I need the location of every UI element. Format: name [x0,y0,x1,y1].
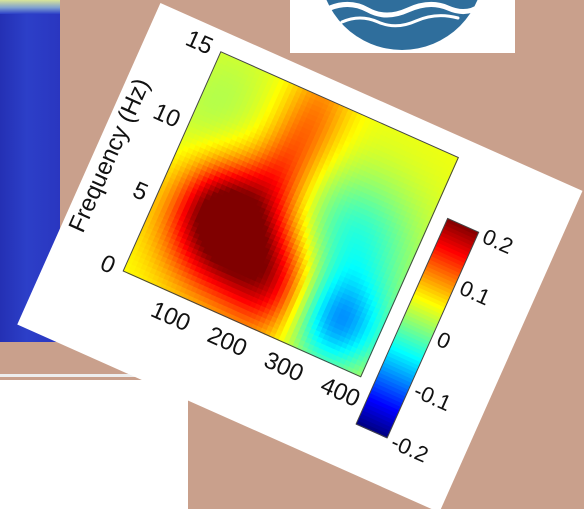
colorbar-segment [403,314,436,333]
colorbar-segment [357,417,391,435]
colorbar-segment [369,389,403,408]
plot-frame [122,51,459,378]
colorbar-segment [407,304,441,322]
colorbar-segment [389,345,423,363]
colorbar-segment [392,338,426,357]
colorbar-segment [378,369,412,387]
colorbar-segment [381,362,415,381]
colorbar-segment [375,375,409,394]
colorbar-segment [374,379,408,398]
colorbar-segment [444,221,478,240]
colorbar-segment [380,365,414,384]
colorbar-segment [398,324,432,343]
colorbar-segment [395,331,429,350]
colorbar-segment [430,252,464,271]
colorbar-frame [355,217,480,439]
colorbar-segment [438,235,472,254]
colorbar-segment [377,372,411,391]
colorbar-segment [404,310,438,329]
colorbar-segment [371,386,404,405]
colorbar-segment [365,399,398,418]
colorbar-segment [445,218,479,237]
colorbar-segment [436,238,470,257]
colorbar-segment [409,300,443,319]
colorbar-segment [424,266,458,285]
colorbar-segment [427,259,461,278]
colorbar-segment [406,307,440,326]
colorbar-segment [368,393,401,411]
colorbar-segment [397,328,430,346]
colorbar-segment [401,317,435,336]
colorbar-segment [442,225,476,244]
colorbar-segment [441,228,475,247]
colorbar-segment [422,269,456,288]
colorbar-segment [426,262,459,281]
colorbar-segment [394,334,427,353]
colorbar-segment [358,413,392,432]
colorbar-segment [413,290,447,309]
colorbar-segment [410,297,444,316]
logo-container [290,0,515,53]
colorbar-segment [387,348,421,367]
colorbar-segment [372,382,406,401]
colorbar-segment [390,341,424,360]
colorbar-segment [360,410,394,429]
white-card [0,380,188,509]
colorbar-segment [361,406,395,425]
colorbar-segment [363,403,397,422]
wave-circle-logo-icon [326,0,483,50]
colorbar-segment [415,286,449,305]
colorbar-segment [432,249,465,268]
blue-image-panel [0,0,60,342]
colorbar-segment [412,293,446,312]
colorbar-segment [421,273,455,292]
colorbar-segment [400,321,433,339]
colorbar-segment [418,280,452,298]
colorbar-segment [429,256,462,274]
colorbar-segment [366,396,400,415]
divider-line [0,374,188,377]
colorbar-segment [416,283,450,302]
colorbar-segment [439,232,473,250]
colorbar-segment [355,420,389,439]
colorbar-segment [433,245,467,264]
colorbar-segment [419,276,453,295]
colorbar-segment [383,358,417,377]
colorbar-segment [386,352,420,370]
colorbar-segment [384,355,418,374]
panel-top-strip [0,0,60,14]
colorbar-segment [435,242,469,261]
